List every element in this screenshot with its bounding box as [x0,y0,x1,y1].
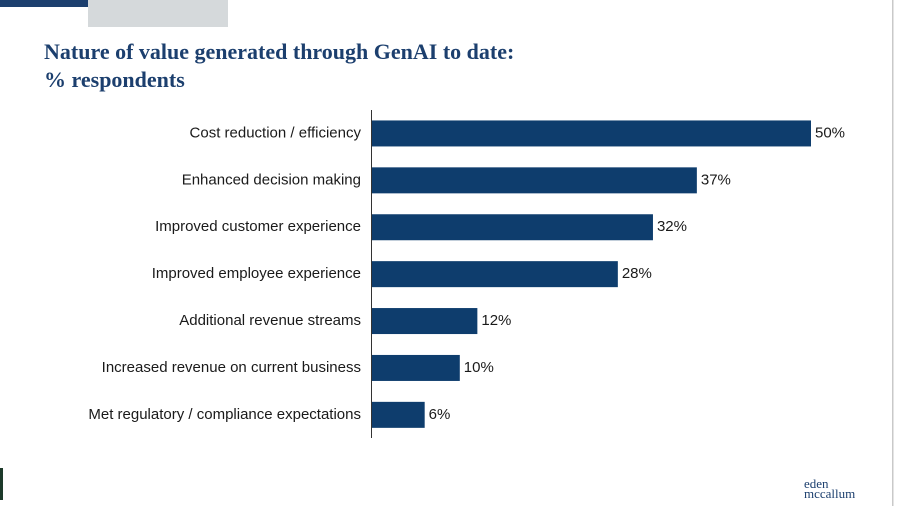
bar [372,120,811,147]
category-label: Met regulatory / compliance expectations [88,406,361,423]
logo-line1: eden [804,476,829,491]
decor-block [88,0,228,27]
data-label: 28% [622,265,652,282]
data-label: 10% [464,359,494,376]
bar [372,167,697,194]
logo-line2: mccallum [804,486,855,501]
bar [372,261,618,288]
chart-title: Nature of value generated through GenAI … [44,39,514,64]
category-label: Additional revenue streams [179,312,361,329]
decor-bar [0,0,165,7]
bar [372,214,653,241]
right-border [892,0,894,506]
data-label: 6% [429,406,451,423]
data-label: 12% [481,312,511,329]
left-accent [0,468,3,500]
bar [372,401,425,428]
category-label: Increased revenue on current business [102,359,361,376]
category-label: Enhanced decision making [182,171,361,188]
data-label: 50% [815,124,845,141]
bar [372,308,478,335]
bar [372,354,460,381]
category-label: Cost reduction / efficiency [190,124,362,141]
category-label: Improved customer experience [155,218,361,235]
data-label: 37% [701,171,731,188]
chart-subtitle: % respondents [44,67,185,92]
data-label: 32% [657,218,687,235]
category-label: Improved employee experience [152,265,361,282]
